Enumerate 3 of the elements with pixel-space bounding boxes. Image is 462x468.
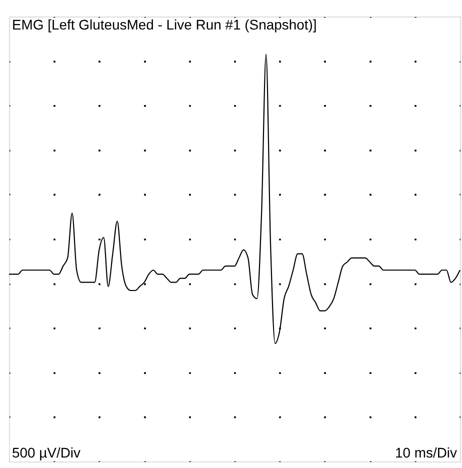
chart-title: EMG [Left GluteusMed - Live Run #1 (Snapshot)] [12,16,317,32]
annotation: 500 µV/Div [12,444,81,461]
annotation: 10 ms/Div [394,444,458,461]
